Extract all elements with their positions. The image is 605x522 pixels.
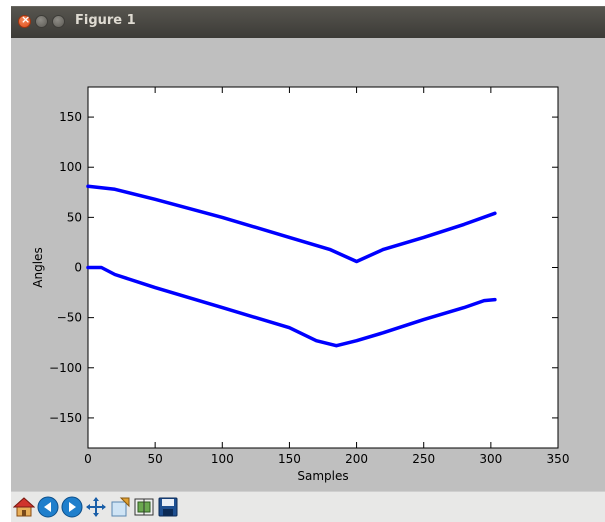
x-tick-label: 250 [412,452,435,466]
y-tick-label: 0 [74,261,82,275]
minimize-icon[interactable] [35,15,48,28]
axis-ticks: 0 50 100 150 200 250 300 350 −150 −100 −50 0 50 100 15… [49,87,569,466]
figure-canvas[interactable]: 0 50 100 150 200 250 300 350 −150 −100 −50 0 50 100 15… [11,38,605,491]
line-chart: 0 50 100 150 200 250 300 350 −150 −100 −50 0 50 100 15… [31,86,569,483]
subplots-icon[interactable] [133,496,155,518]
save-icon[interactable] [157,496,179,518]
x-axis-label: Samples [297,469,348,483]
y-tick-label: 50 [67,210,82,224]
x-tick-label: 300 [479,452,502,466]
y-tick-label: −150 [49,411,82,425]
maximize-icon[interactable] [52,15,65,28]
figure-window: Figure 1 0 50 100 150 200 250 300 350 −150 −100 −5… [11,6,605,522]
plot-area [87,86,559,449]
x-tick-label: 350 [547,452,570,466]
window-title: Figure 1 [75,13,136,28]
y-tick-label: 100 [59,160,82,174]
x-tick-label: 100 [211,452,234,466]
series-line-2 [86,265,497,348]
y-axis-label: Angles [31,247,45,287]
home-icon[interactable] [13,496,35,518]
close-icon[interactable] [18,13,31,28]
zoom-icon[interactable] [109,496,131,518]
y-tick-label: −50 [57,311,82,325]
x-tick-label: 150 [278,452,301,466]
x-tick-label: 0 [84,452,92,466]
forward-icon[interactable] [61,496,83,518]
back-icon[interactable] [37,496,59,518]
series-line-1 [86,184,497,264]
series-group [86,184,497,348]
pan-icon[interactable] [85,496,107,518]
title-bar[interactable]: Figure 1 [11,6,605,38]
x-tick-label: 50 [148,452,163,466]
x-tick-label: 200 [345,452,368,466]
y-tick-label: −100 [49,361,82,375]
y-tick-label: 150 [59,110,82,124]
navigation-toolbar [11,491,605,522]
